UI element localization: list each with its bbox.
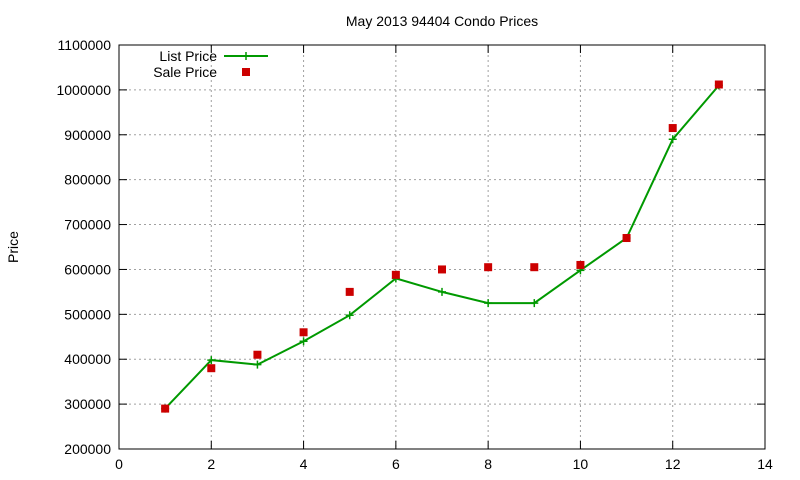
list-price-point <box>668 135 677 144</box>
legend-swatch-list-price <box>224 52 268 60</box>
y-tick-label: 700000 <box>64 217 111 233</box>
x-tick-label: 4 <box>300 456 308 472</box>
y-tick-label: 400000 <box>64 351 111 367</box>
x-tick-label: 12 <box>665 456 681 472</box>
sale-price-point <box>207 364 216 373</box>
y-tick-label: 1000000 <box>56 82 111 98</box>
series-layer <box>161 80 723 413</box>
y-tick-label: 200000 <box>64 441 111 457</box>
y-tick-label: 500000 <box>64 306 111 322</box>
y-tick-label: 300000 <box>64 396 111 412</box>
grid-lines <box>119 45 765 449</box>
y-tick-label: 1100000 <box>58 37 112 53</box>
legend-swatch-sale-price <box>242 68 250 76</box>
sale-price-point <box>530 263 539 272</box>
legend-label-list-price: List Price <box>159 48 217 64</box>
list-price-point <box>207 356 216 365</box>
chart-title: May 2013 94404 Condo Prices <box>346 13 538 29</box>
sale-price-point <box>668 124 677 133</box>
x-tick-label: 0 <box>115 456 123 472</box>
sale-price-point <box>484 263 493 272</box>
x-tick-label: 6 <box>392 456 400 472</box>
list-price-point <box>253 360 262 369</box>
y-tick-label: 800000 <box>64 172 111 188</box>
legend: List Price Sale Price <box>153 48 268 80</box>
y-tick-label: 900000 <box>64 127 111 143</box>
sale-price-point <box>253 350 262 359</box>
x-tick-label: 8 <box>484 456 492 472</box>
sale-price-point <box>622 234 631 243</box>
y-tick-label: 600000 <box>64 261 111 277</box>
list-price-point <box>438 287 446 296</box>
legend-entry-sale-price: Sale Price <box>153 64 250 80</box>
list-price-point <box>345 311 354 320</box>
sale-price-point <box>299 328 308 337</box>
sale-price-point <box>391 270 400 279</box>
x-tick-label: 2 <box>207 456 215 472</box>
axis-ticks: 200000 300000 400000 500000 600000 700000 8000… <box>56 37 773 472</box>
x-tick-label: 10 <box>573 456 589 472</box>
series-sale-price <box>161 80 723 413</box>
list-price-line <box>164 84 720 410</box>
sale-price-point <box>714 80 723 89</box>
sale-price-point <box>576 260 585 269</box>
legend-entry-list-price: List Price <box>159 48 268 64</box>
legend-label-sale-price: Sale Price <box>153 64 217 80</box>
x-tick-label: 14 <box>757 456 773 472</box>
y-axis-label: Price <box>5 231 21 263</box>
legend-marker-sale-price <box>242 68 250 76</box>
legend-marker-list-price <box>242 52 250 60</box>
sale-price-point <box>438 265 446 274</box>
sale-price-point <box>161 404 170 413</box>
list-price-point <box>530 299 539 308</box>
series-list-price <box>161 81 723 413</box>
sale-price-point <box>345 287 354 296</box>
list-price-point <box>484 299 493 308</box>
list-price-point <box>299 337 308 346</box>
plot-frame <box>118 44 766 450</box>
